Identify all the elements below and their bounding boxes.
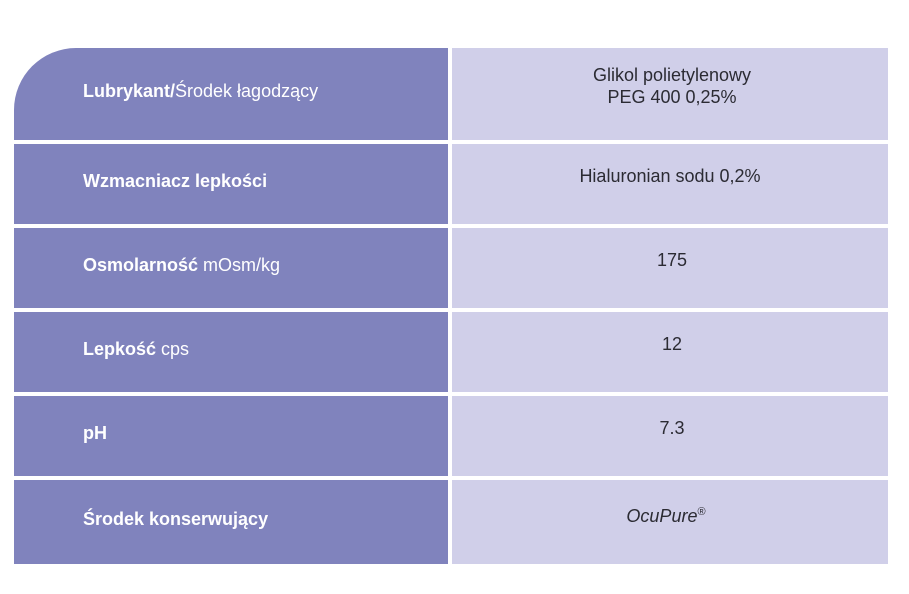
row-label: pH	[83, 423, 107, 444]
row-label-bold: Lepkość	[83, 338, 157, 359]
row-value-cell: 7.3	[452, 396, 888, 476]
row-value: 12	[662, 333, 682, 356]
row-value: 175	[657, 249, 687, 272]
row-label-normal: Środek łagodzący	[175, 80, 319, 101]
row-label-cell: Wzmacniacz lepkości	[14, 144, 448, 224]
row-label-cell: Lubrykant/Środek łagodzący	[14, 48, 448, 140]
row-label-bold: pH	[83, 422, 107, 443]
row-label-normal: mOsm/kg	[198, 254, 281, 275]
product-specs-table: Lubrykant/Środek łagodzący Glikol poliet…	[14, 48, 888, 564]
brand-name: OcuPure	[626, 505, 698, 526]
row-value-cell: OcuPure®	[452, 480, 888, 564]
row-value-cell: 12	[452, 312, 888, 392]
row-value-line: 12	[661, 333, 683, 354]
row-label-cell: Środek konserwujący	[14, 480, 448, 564]
row-value: Hialuronian sodu 0,2%	[579, 165, 760, 188]
row-value-line: 7.3	[659, 417, 685, 438]
registered-mark: ®	[697, 505, 706, 518]
row-label: Osmolarność mOsm/kg	[83, 255, 280, 276]
row-value-cell: Glikol polietylenowy PEG 400 0,25%	[452, 48, 888, 140]
row-value-line: PEG 400 0,25%	[607, 87, 737, 107]
row-value: 7.3	[659, 417, 684, 440]
row-label-bold: Środek konserwujący	[83, 508, 269, 529]
row-label: Lubrykant/Środek łagodzący	[83, 81, 318, 102]
row-value-line: Hialuronian sodu 0,2%	[579, 165, 761, 186]
row-label-bold: Lubrykant/	[83, 80, 176, 101]
row-value-cell: Hialuronian sodu 0,2%	[452, 144, 888, 224]
row-value-line: Glikol polietylenowy	[592, 64, 752, 85]
row-value: OcuPure®	[626, 505, 705, 528]
row-label-normal: cps	[156, 338, 190, 359]
row-label-bold: Wzmacniacz lepkości	[83, 170, 268, 191]
row-value-line: 175	[656, 249, 688, 270]
row-label-bold: Osmolarność	[83, 254, 199, 275]
row-label: Środek konserwujący	[83, 509, 268, 530]
row-label: Lepkość cps	[83, 339, 189, 360]
row-value-cell: 175	[452, 228, 888, 308]
row-value: Glikol polietylenowy PEG 400 0,25%	[593, 64, 751, 109]
row-label: Wzmacniacz lepkości	[83, 171, 267, 192]
row-label-cell: pH	[14, 396, 448, 476]
row-label-cell: Osmolarność mOsm/kg	[14, 228, 448, 308]
row-label-cell: Lepkość cps	[14, 312, 448, 392]
